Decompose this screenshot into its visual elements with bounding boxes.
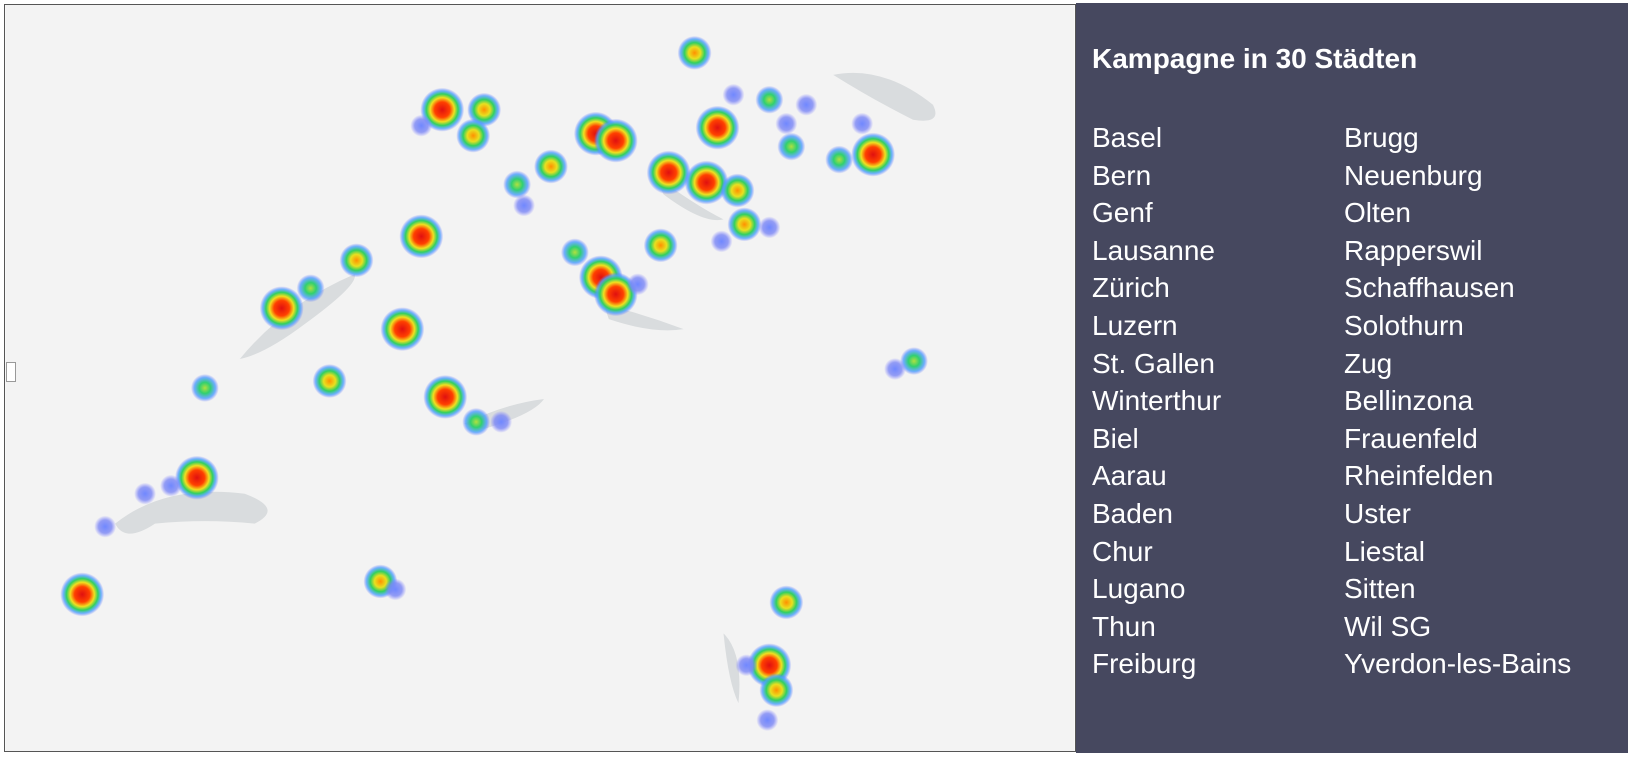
heat-layer [60,35,928,732]
city-column: Brugg Neuenburg Olten Rapperswil Schaffhause… [1344,119,1571,683]
city-name: Basel [1092,122,1163,153]
heat-spot [884,358,907,380]
heat-spot [534,149,568,184]
city-name: Freiburg [1092,648,1197,680]
heat-spot [160,474,182,497]
city-name: Solothurn [1344,309,1464,341]
city-name: Luzern [1092,309,1178,341]
city-name: Aarau [1092,460,1167,492]
heat-spot [410,114,433,137]
heat-spot [735,654,758,677]
heat-spot [795,93,818,116]
heat-spot [851,132,896,177]
heatmap-map[interactable] [4,4,1076,752]
city-name: Chur [1092,535,1153,567]
city-name: Yverdon-les-Bains [1344,648,1572,680]
heat-spot [720,173,755,208]
city-name: Lausanne [1092,234,1216,266]
heat-spot [339,243,374,278]
heat-spot [513,194,536,217]
heat-spot [756,709,779,732]
heat-spot [695,105,740,150]
city-name: Neuenburg [1344,159,1483,191]
city-name: Genf [1092,197,1153,229]
city-name: Zürich [1092,272,1170,304]
heat-spot [769,585,804,620]
heat-spot [900,347,928,376]
heat-spot [467,92,502,127]
city-name: Rapperswil [1344,234,1483,266]
heat-spot [677,35,712,70]
side-panel: Kampagne in 30 Städten Basel Bern Genf Laus… [1076,3,1628,753]
heat-spot [423,375,468,419]
city-name: St. Gallen [1092,347,1215,379]
heat-spot [420,87,465,132]
heat-spot [758,216,781,239]
city-name: Biel [1092,422,1139,454]
heat-spot [174,455,219,500]
heat-spot [190,374,219,402]
heat-spot [755,85,784,114]
heat-spot [759,673,794,708]
heat-spot [312,364,347,398]
heat-spot [560,238,589,267]
heat-spot [134,482,157,505]
city-name: Frauenfeld [1344,422,1478,454]
heat-spot [490,410,513,433]
heat-spot [462,407,491,436]
panel-title: Kampagne in 30 Städten [1092,43,1418,74]
city-name: Bellinzona [1344,385,1474,417]
city-name: Baden [1092,497,1173,529]
city-name: Schaffhausen [1344,272,1515,304]
heat-spot [380,307,425,352]
heat-spot [60,572,105,617]
heat-spot [593,118,638,163]
city-name: Thun [1092,610,1156,642]
heat-spot [259,286,304,331]
heat-spot [825,145,854,174]
map-control[interactable] [6,362,16,382]
city-name: Zug [1344,347,1393,379]
heat-spot [456,118,491,153]
city-name: Brugg [1344,122,1419,153]
heat-spot [684,160,729,205]
city-name: Liestal [1344,535,1425,567]
heat-spot [722,83,745,106]
heat-spot [399,214,444,259]
city-name: Uster [1344,497,1411,529]
city-name: Lugano [1092,573,1186,605]
heat-spot [296,274,325,303]
heat-spot [777,132,806,161]
heat-spot [646,150,691,195]
heat-spot [775,112,798,135]
heat-spot [94,515,117,538]
heat-spot [643,228,678,263]
city-name: Olten [1344,197,1411,229]
heat-spot [593,272,638,317]
city-name: Winterthur [1092,385,1222,417]
heat-spot [710,230,733,253]
city-name: Rheinfelden [1344,460,1494,492]
heat-spot [727,207,762,242]
heat-spot [626,273,649,296]
city-name: Wil SG [1344,610,1432,642]
city-name: Sitten [1344,573,1416,605]
heat-spot [851,112,874,135]
heat-spot [503,170,532,199]
city-name: Bern [1092,159,1152,191]
heat-spot [384,578,407,601]
city-column: Basel Bern Genf Lausanne Zürich Luzern St. Gal… [1092,119,1221,683]
